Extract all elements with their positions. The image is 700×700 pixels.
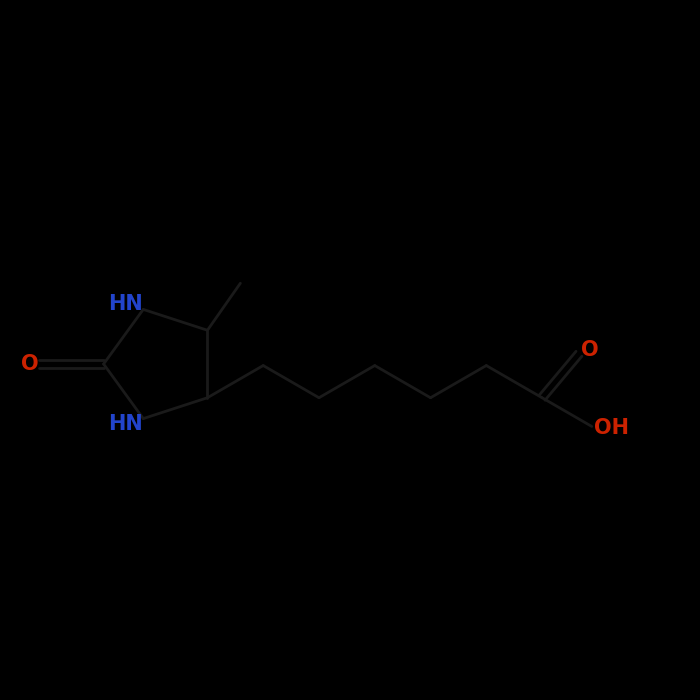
Text: HN: HN xyxy=(108,414,143,434)
Text: O: O xyxy=(21,354,39,374)
Text: O: O xyxy=(581,340,598,360)
Text: HN: HN xyxy=(108,294,143,314)
Text: OH: OH xyxy=(594,418,629,438)
